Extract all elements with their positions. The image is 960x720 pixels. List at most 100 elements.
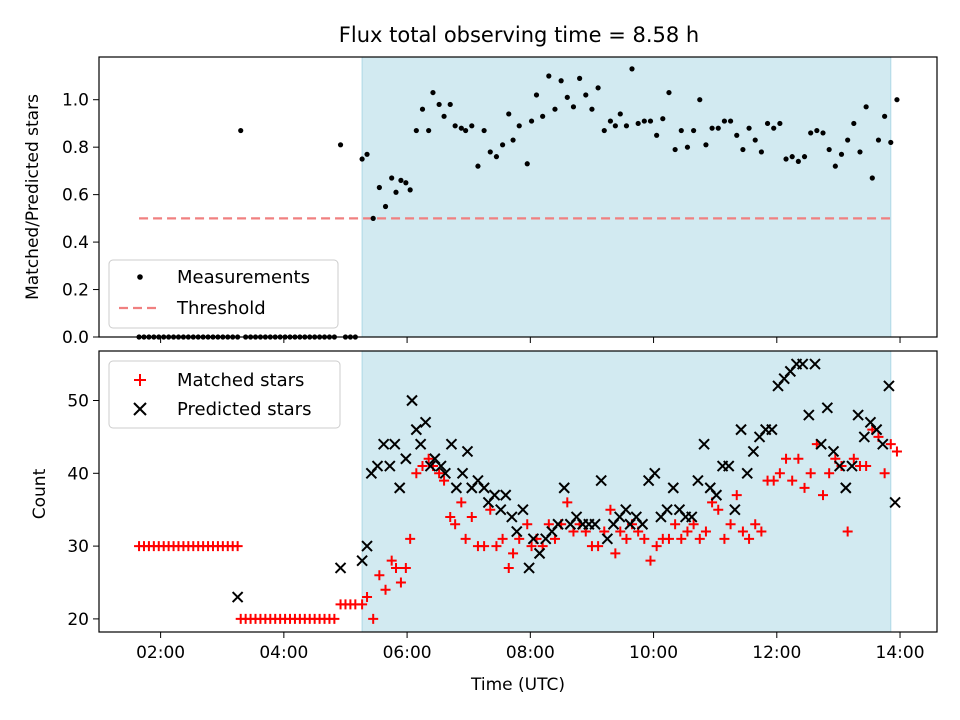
matched-point (390, 562, 401, 573)
predicted-point (371, 460, 384, 472)
predicted-point (852, 409, 864, 421)
legend-matched-label: Matched stars (177, 370, 304, 391)
measurement-point (481, 127, 487, 134)
predicted-point (393, 482, 406, 494)
predicted-point (400, 453, 412, 465)
x-axis-label: Time (UTC) (470, 675, 565, 695)
bottom-xtick-label: 12:00 (752, 643, 801, 663)
measurement-point (875, 137, 882, 143)
measurement-point (528, 118, 535, 124)
bottom-xtick-label: 08:00 (506, 643, 555, 663)
predicted-point (533, 547, 546, 560)
matched-point (562, 497, 573, 508)
measurement-point (715, 125, 721, 131)
predicted-point (414, 438, 427, 450)
measurement-point (487, 149, 493, 155)
matched-point (610, 548, 621, 559)
matched-point (787, 475, 798, 486)
measurement-point (546, 73, 552, 79)
measurement-point (752, 137, 758, 143)
measurement-point (826, 146, 832, 153)
matched-point (497, 533, 508, 544)
predicted-point (649, 467, 661, 480)
predicted-point (488, 489, 501, 501)
matched-point (400, 562, 411, 573)
measurement-point (370, 215, 376, 221)
measurement-point (398, 177, 404, 183)
matched-point (395, 577, 406, 588)
matched-point (700, 526, 711, 537)
matched-point (891, 446, 902, 457)
measurement-point (589, 106, 595, 112)
legend-predicted-marker (133, 402, 147, 416)
predicted-point (517, 503, 529, 516)
top-ytick-label: 0.0 (62, 328, 89, 348)
bottom-panel: 20 30 40 50 02:00 04:00 06:00 08:00 10:00 12:00 14… (30, 350, 938, 695)
bottom-xtick-label: 14:00 (876, 643, 925, 663)
matched-point (842, 526, 853, 537)
matched-point (522, 519, 533, 530)
measurement-point (838, 151, 845, 157)
measurement-point (771, 125, 777, 131)
measurement-point (426, 127, 432, 134)
matched-point (417, 461, 428, 472)
measurement-point (533, 92, 540, 98)
measurement-point (337, 142, 344, 148)
measurement-point (647, 118, 654, 124)
measurement-point (475, 163, 481, 169)
matched-point (445, 511, 456, 522)
matched-point (885, 439, 896, 450)
bottom-xtick-label: 06:00 (383, 643, 432, 663)
matched-point (621, 533, 632, 544)
measurement-point (789, 154, 795, 160)
predicted-point (840, 482, 852, 494)
matched-point (411, 468, 422, 479)
measurement-point (857, 149, 863, 155)
matched-point (805, 468, 816, 479)
matched-point (848, 453, 859, 464)
predicted-point (796, 358, 809, 370)
predicted-point (846, 460, 858, 472)
measurement-point (734, 132, 740, 138)
predicted-point (558, 482, 570, 494)
measurement-point (801, 154, 808, 160)
measurement-point (458, 125, 464, 131)
measurement-point (493, 154, 500, 160)
measurement-point (359, 156, 365, 162)
predicted-point (456, 467, 469, 480)
predicted-point (439, 467, 451, 480)
matched-point (725, 519, 736, 530)
bottom-axes-frame (98, 350, 938, 633)
predicted-point (766, 423, 778, 436)
predicted-point (435, 460, 447, 472)
legend-measurements-marker (137, 274, 143, 280)
matched-point (615, 526, 626, 537)
matched-point (514, 533, 525, 544)
predicted-point (747, 445, 760, 458)
predicted-point (384, 460, 396, 472)
predicted-point (361, 540, 373, 552)
measurement-point (764, 120, 771, 127)
predicted-point (406, 394, 418, 407)
bottom-xtick-label: 02:00 (136, 643, 185, 663)
predicted-point (723, 460, 735, 472)
matched-point (663, 533, 674, 544)
measurement-point (382, 203, 389, 210)
predicted-point (809, 358, 821, 370)
legend-threshold-label: Threshold (176, 298, 266, 319)
predicted-point (735, 423, 747, 436)
matched-point (737, 526, 748, 537)
matched-point (232, 541, 243, 552)
predicted-point (601, 533, 614, 545)
bottom-ytick-label: 20 (67, 610, 89, 630)
matched-point (450, 519, 461, 530)
measurement-point (447, 101, 453, 108)
predicted-point (523, 562, 535, 574)
matched-point (405, 533, 416, 544)
measurement-point (814, 127, 820, 134)
predicted-point (478, 482, 490, 494)
measurement-point (577, 75, 583, 81)
predicted-point (833, 460, 846, 472)
predicted-point (499, 489, 512, 501)
measurement-point (364, 151, 370, 157)
